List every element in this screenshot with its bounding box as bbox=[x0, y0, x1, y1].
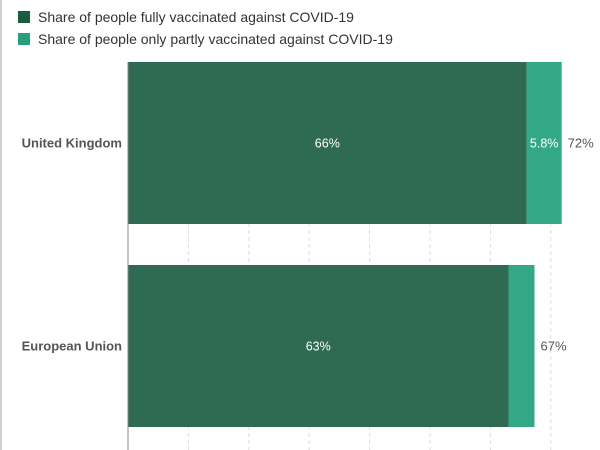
bar-segment-partly-vaccinated bbox=[508, 265, 535, 427]
legend-item-partly-vaccinated: Share of people only partly vaccinated a… bbox=[18, 28, 393, 50]
legend: Share of people fully vaccinated against… bbox=[18, 6, 393, 50]
left-divider bbox=[0, 0, 2, 450]
legend-item-fully-vaccinated: Share of people fully vaccinated against… bbox=[18, 6, 393, 28]
legend-swatch-partly-vaccinated bbox=[18, 33, 30, 45]
category-label: European Union bbox=[22, 339, 122, 354]
bar-value-label: 63% bbox=[306, 340, 331, 354]
legend-swatch-fully-vaccinated bbox=[18, 11, 30, 23]
bar-segment-partly-vaccinated bbox=[526, 62, 562, 224]
legend-label-fully-vaccinated: Share of people fully vaccinated against… bbox=[38, 9, 354, 25]
bar-total-label: 72% bbox=[568, 136, 594, 151]
legend-label-partly-vaccinated: Share of people only partly vaccinated a… bbox=[38, 31, 393, 47]
bar-value-label: 5.8% bbox=[530, 137, 559, 151]
bar-total-label: 67% bbox=[540, 339, 566, 354]
category-label: United Kingdom bbox=[22, 136, 122, 151]
bar-segment-fully-vaccinated bbox=[128, 265, 509, 427]
bar-segment-fully-vaccinated bbox=[128, 62, 527, 224]
bar-value-label: 66% bbox=[315, 137, 340, 151]
